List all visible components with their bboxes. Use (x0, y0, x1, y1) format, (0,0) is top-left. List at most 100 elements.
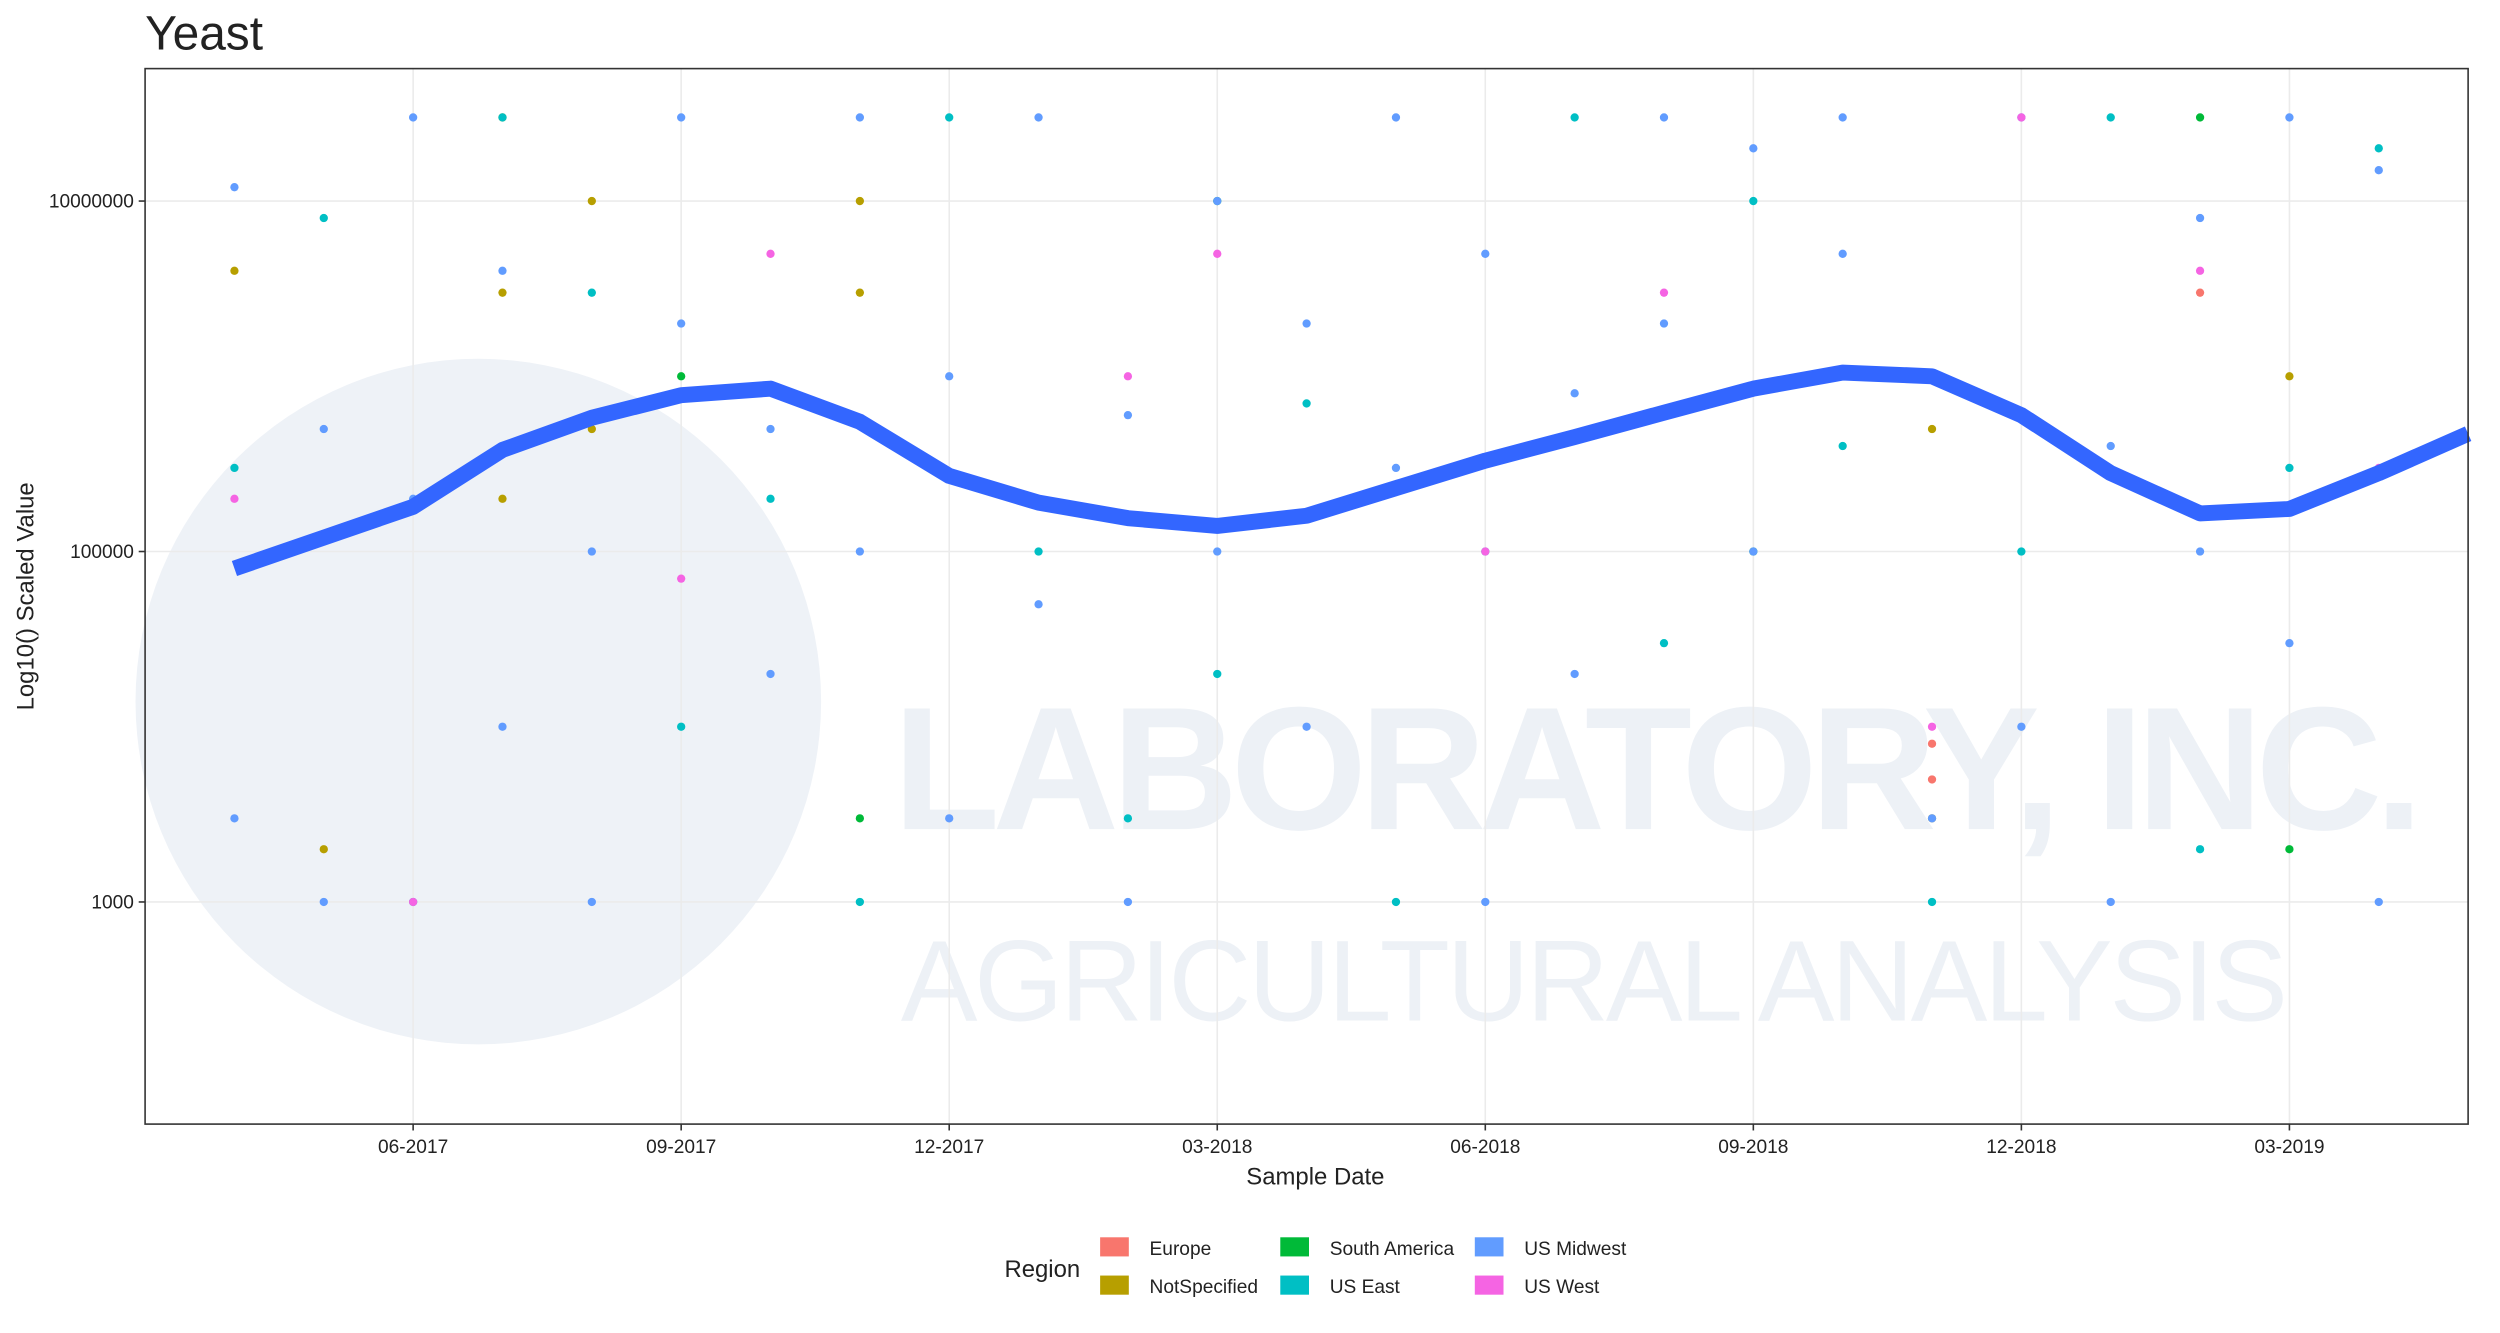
y-axis-label: Log10() Scaled Value (12, 482, 39, 710)
legend-label: South America (1330, 1239, 1455, 1260)
watermark-logo (135, 358, 822, 1045)
point (1927, 739, 1937, 748)
point (408, 897, 418, 907)
point (1034, 113, 1043, 122)
point (230, 183, 239, 192)
panel-border (144, 67, 2469, 1125)
legend-label: US Midwest (1524, 1239, 1627, 1260)
point (677, 319, 686, 328)
point (2195, 213, 2205, 223)
y-tick-label: 10000000 (49, 191, 134, 212)
point (498, 722, 507, 731)
point (2106, 897, 2115, 907)
y-tick-label: 100000 (70, 542, 134, 563)
point (1659, 638, 1669, 648)
point (2106, 441, 2115, 451)
point (945, 113, 954, 122)
point (1749, 547, 1758, 556)
x-tick-label: 03-2019 (2254, 1137, 2324, 1158)
point (1659, 288, 1669, 297)
point (1927, 775, 1937, 784)
point (855, 196, 865, 206)
point (855, 897, 865, 907)
point (2285, 113, 2294, 122)
point (2285, 638, 2294, 648)
point (855, 113, 865, 122)
point (587, 288, 596, 297)
x-tick-label: 09-2017 (646, 1137, 716, 1158)
x-tick-label: 03-2018 (1182, 1137, 1252, 1158)
point (230, 266, 239, 275)
point (1570, 389, 1579, 398)
point (1302, 722, 1311, 731)
point (2285, 463, 2294, 473)
x-tick-label: 12-2018 (1986, 1137, 2056, 1158)
y-tick-label: 1000 (91, 892, 134, 913)
point (1659, 319, 1669, 328)
point (498, 113, 507, 122)
point (766, 249, 775, 258)
smooth-line (231, 364, 2472, 577)
point (498, 266, 507, 275)
point (1123, 411, 1133, 420)
point (2195, 113, 2205, 122)
legend-key (1100, 1237, 1129, 1257)
point (945, 372, 954, 381)
point (319, 213, 328, 223)
legend-key (1100, 1275, 1129, 1295)
point (319, 424, 328, 434)
point (2106, 113, 2115, 122)
point (1838, 249, 1847, 258)
legend-label: US East (1330, 1277, 1401, 1298)
x-tick-label: 12-2017 (914, 1137, 984, 1158)
point (677, 574, 686, 583)
point (1391, 113, 1401, 122)
point (1838, 441, 1847, 451)
watermark-text: LABORATORY, INC. (893, 671, 2424, 867)
point (2017, 722, 2026, 731)
point (1570, 669, 1579, 679)
point (2195, 845, 2205, 854)
point (677, 722, 686, 731)
point (1213, 547, 1222, 556)
smooth-layer (231, 364, 2472, 577)
point (587, 196, 596, 206)
point (1391, 897, 1401, 907)
point (855, 547, 865, 556)
point (766, 669, 775, 679)
point (1213, 196, 1222, 206)
point (855, 814, 865, 823)
point (1481, 249, 1490, 258)
grid (145, 68, 2469, 1125)
point (1927, 424, 1937, 434)
point (1838, 113, 1847, 122)
watermark-text: AGRICULTURAL ANALYSIS (901, 917, 2288, 1045)
point (1927, 814, 1937, 823)
point (1927, 897, 1937, 907)
point (2017, 547, 2026, 556)
points (230, 113, 2383, 907)
legend-label: Europe (1150, 1239, 1212, 1260)
legend-key (1280, 1237, 1309, 1257)
point (1213, 669, 1222, 679)
legend-key (1280, 1275, 1309, 1295)
point (2195, 547, 2205, 556)
point (1123, 372, 1133, 381)
point (1481, 897, 1490, 907)
legend-label: US West (1524, 1277, 1600, 1298)
legend-title: Region (1004, 1256, 1080, 1283)
x-axis-label: Sample Date (1246, 1164, 1384, 1191)
point (945, 814, 954, 823)
point (408, 113, 418, 122)
legend: Europe NotSpecified South America US East US… (1100, 1237, 1627, 1298)
point (2195, 266, 2205, 275)
point (1749, 196, 1758, 206)
point (1481, 547, 1490, 556)
point (2195, 288, 2205, 297)
x-tick-label: 06-2018 (1450, 1137, 1520, 1158)
point (1749, 144, 1758, 153)
point (2374, 166, 2383, 175)
point (677, 372, 686, 381)
